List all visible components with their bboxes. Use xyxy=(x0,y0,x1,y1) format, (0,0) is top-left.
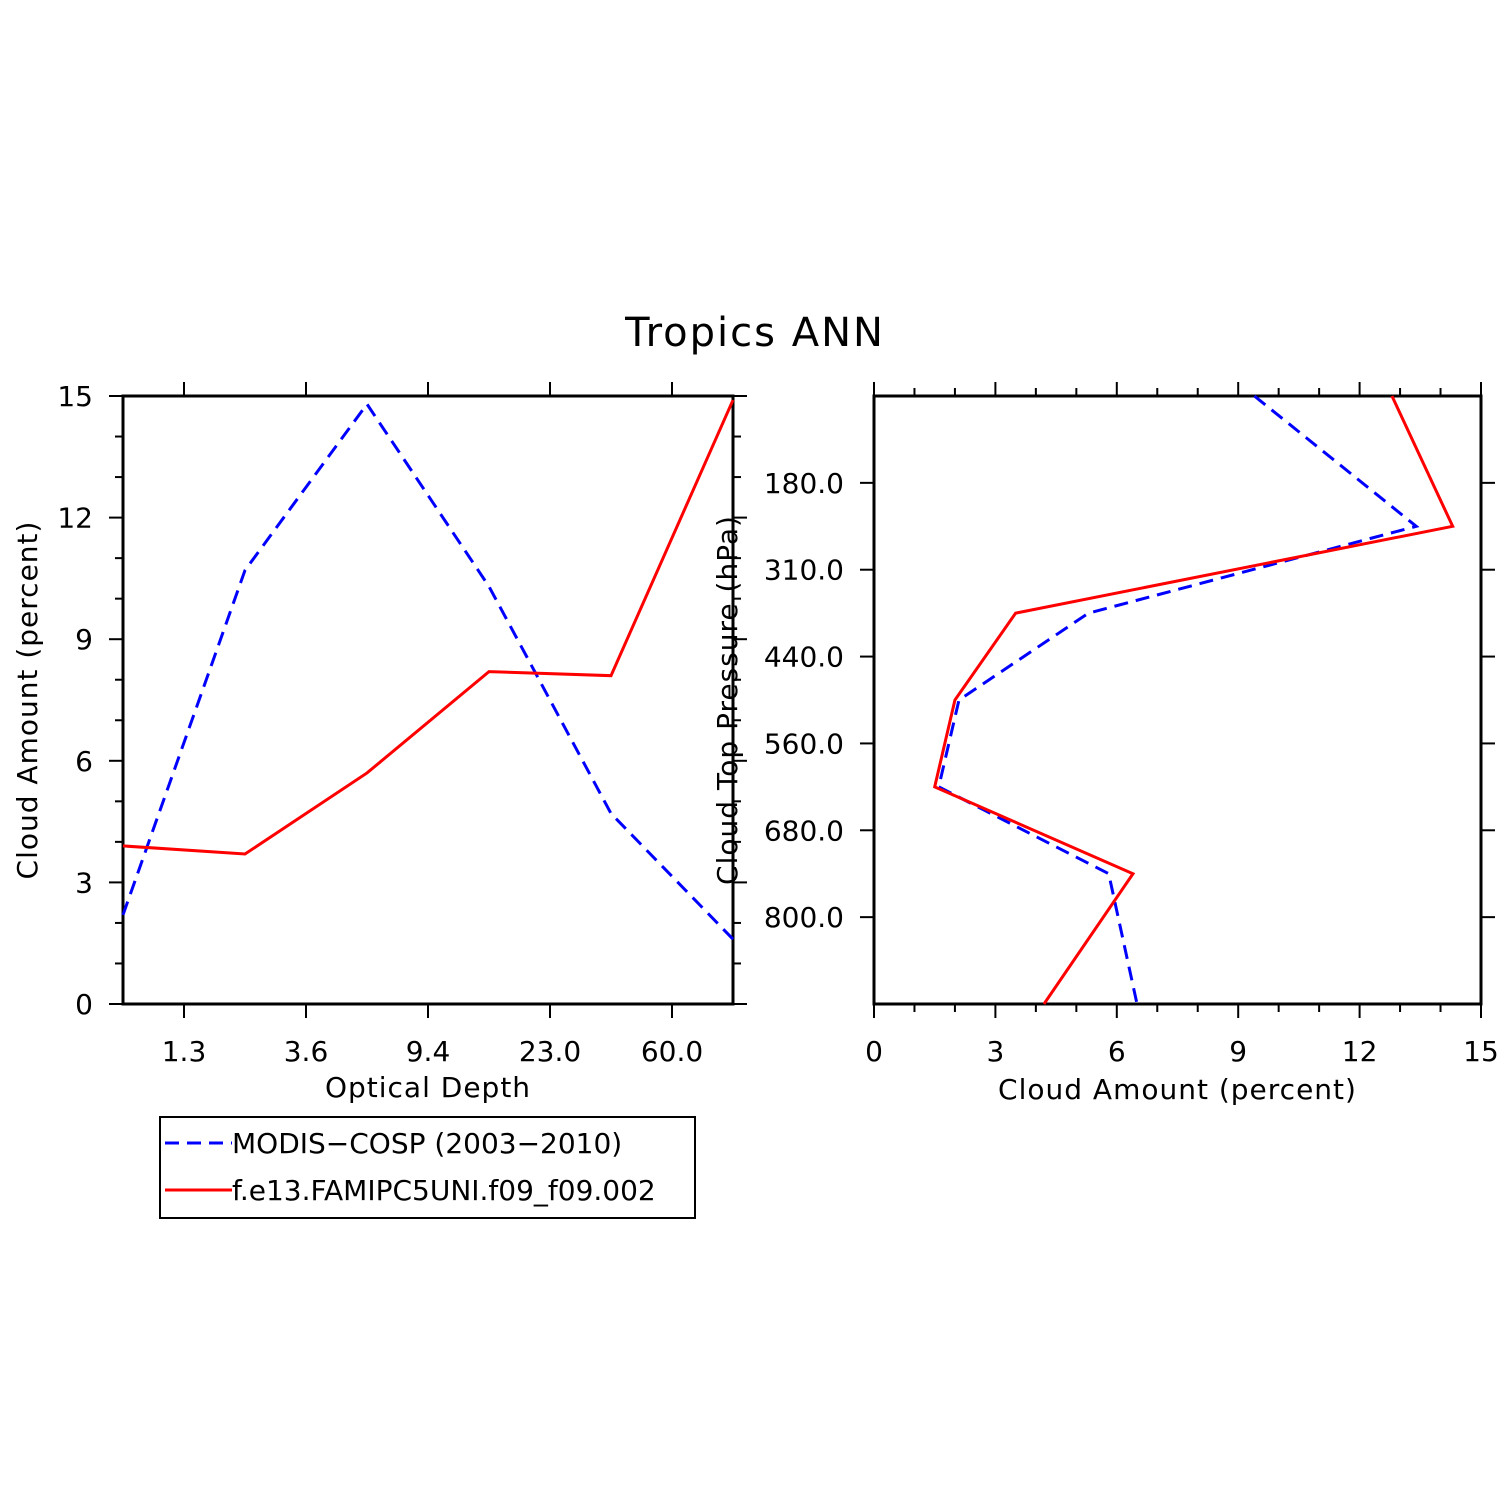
left-x-tick-label: 23.0 xyxy=(519,1035,581,1068)
right-x-tick-label: 9 xyxy=(1229,1035,1247,1068)
left-y-tick-label: 12 xyxy=(57,502,93,535)
left-y-tick-label: 3 xyxy=(75,866,93,899)
left-x-axis-label: Optical Depth xyxy=(325,1071,531,1104)
left-x-tick-label: 9.4 xyxy=(406,1035,451,1068)
chart-title: Tropics ANN xyxy=(624,310,885,356)
right-y-tick-label: 800.0 xyxy=(764,901,844,934)
right-y-tick-label: 560.0 xyxy=(764,727,844,760)
right-x-tick-label: 6 xyxy=(1108,1035,1126,1068)
right-panel-cloud-top-pressure: 0 3 6 9 12 15 180.0 310.0 440.0 560.0 680.0 800.0 Cl… xyxy=(711,382,1499,1106)
right-y-tick-label: 310.0 xyxy=(764,554,844,587)
left-x-tick-label: 60.0 xyxy=(641,1035,703,1068)
left-y-axis-label: Cloud Amount (percent) xyxy=(11,521,44,880)
right-x-tick-label: 12 xyxy=(1342,1035,1378,1068)
left-series-obs-line xyxy=(121,401,735,941)
right-y-tick-label: 180.0 xyxy=(764,467,844,500)
legend: MODIS−COSP (2003−2010) f.e13.FAMIPC5UNI.… xyxy=(159,1116,696,1219)
right-plot-frame xyxy=(872,394,1483,1006)
left-x-tick-label: 1.3 xyxy=(162,1035,207,1068)
left-y-tick-label: 15 xyxy=(57,380,93,413)
right-x-axis-label: Cloud Amount (percent) xyxy=(998,1073,1357,1106)
right-x-tick-label: 15 xyxy=(1463,1035,1499,1068)
right-y-tick-label: 440.0 xyxy=(764,641,844,674)
left-y-tick-label: 0 xyxy=(75,988,93,1021)
legend-label-model: f.e13.FAMIPC5UNI.f09_f09.002 xyxy=(232,1174,656,1207)
legend-box xyxy=(159,1116,696,1219)
left-plot-frame xyxy=(121,394,735,1006)
right-x-tick-label: 0 xyxy=(865,1035,883,1068)
right-series-obs-line xyxy=(937,394,1420,1005)
right-x-tick-label: 3 xyxy=(986,1035,1004,1068)
legend-label-obs: MODIS−COSP (2003−2010) xyxy=(232,1127,622,1160)
left-panel-optical-depth: 0 3 6 9 12 15 1.3 3.6 9.4 23.0 60.0 Optical Depth Cl… xyxy=(11,380,747,1104)
right-y-tick-label: 680.0 xyxy=(764,814,844,847)
left-y-tick-label: 6 xyxy=(75,745,93,778)
left-series-model-line xyxy=(122,399,735,856)
left-y-tick-label: 9 xyxy=(75,623,93,656)
right-y-axis-label: Cloud Top Pressure (hPa) xyxy=(711,515,744,885)
left-x-tick-label: 3.6 xyxy=(284,1035,329,1068)
right-series-model-line xyxy=(932,395,1455,1005)
